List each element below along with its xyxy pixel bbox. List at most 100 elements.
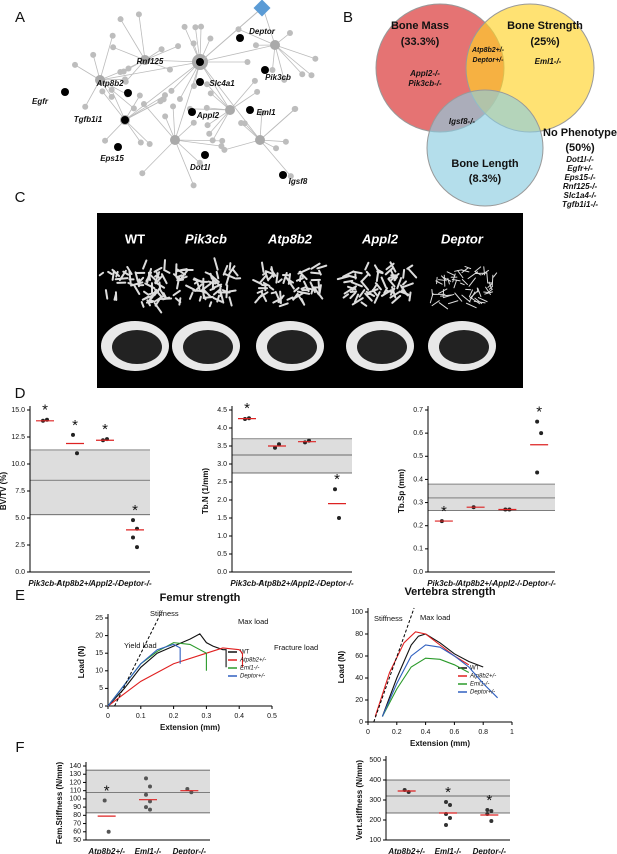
gene-label: Igsf8 <box>289 177 308 186</box>
trabecula <box>188 291 194 300</box>
node <box>158 46 165 53</box>
trabecula <box>442 276 452 282</box>
node <box>258 110 265 117</box>
trabecula <box>464 265 472 270</box>
node <box>198 23 205 30</box>
trabecula <box>208 301 213 308</box>
label: Bone Length <box>451 158 518 170</box>
point <box>131 518 135 523</box>
node <box>122 76 129 83</box>
trabecula <box>483 291 490 294</box>
trabecula <box>364 261 370 271</box>
reference-band <box>86 770 210 813</box>
node <box>170 103 177 110</box>
x-tick-label: Deptor-/- <box>320 579 354 588</box>
significance: * <box>244 400 250 417</box>
node <box>117 16 124 23</box>
y-tick-label: 130 <box>69 771 81 778</box>
gene-node <box>121 116 129 124</box>
point <box>337 516 341 520</box>
marrow <box>112 330 162 364</box>
annotation: Fracture load <box>274 643 318 652</box>
node <box>125 65 132 72</box>
trabecula <box>476 287 479 293</box>
y-tick-label: 5.0 <box>15 515 25 522</box>
gene-label: Slc4a1 <box>209 79 235 88</box>
point <box>144 792 148 797</box>
trabecula <box>343 286 356 295</box>
point <box>485 808 490 812</box>
edge <box>174 139 201 164</box>
trabecula <box>262 281 271 287</box>
trabecula <box>376 270 384 275</box>
gene-node <box>124 89 132 97</box>
node <box>286 30 293 37</box>
trabecula <box>387 277 396 288</box>
trabecula <box>162 296 171 301</box>
point <box>131 535 135 540</box>
hub <box>270 40 280 50</box>
stiffness-guide <box>373 607 415 723</box>
y-tick-label: 0.6 <box>413 430 423 437</box>
trabecula <box>260 291 268 303</box>
label: Bone Strength <box>507 20 583 32</box>
trabecula <box>111 268 121 278</box>
trabecula <box>178 275 188 281</box>
trabecula <box>252 279 263 285</box>
trabecula <box>228 262 232 271</box>
y-tick-label: 0.0 <box>413 569 423 576</box>
trabecula <box>400 289 410 297</box>
trabecula <box>300 298 306 306</box>
y-tick-label: 7.5 <box>15 488 25 495</box>
edge <box>99 61 201 81</box>
point <box>448 816 452 820</box>
y-tick-label: 100 <box>369 837 381 844</box>
trabecula <box>310 271 322 275</box>
significance: * <box>445 784 451 801</box>
trabecula <box>349 290 358 294</box>
x-tick-label: Deptor-/- <box>473 847 507 854</box>
trabecula <box>440 294 453 297</box>
x-tick-label: 0.4 <box>421 729 431 736</box>
edge <box>229 80 256 111</box>
node <box>204 81 211 88</box>
y-axis-label: Tb.Sp (mm) <box>397 469 406 513</box>
y-tick-label: 120 <box>69 779 81 786</box>
y-tick-label: 0.4 <box>413 476 423 483</box>
edge <box>199 7 263 63</box>
trabecula <box>194 283 203 292</box>
trabecula <box>136 276 145 285</box>
label: Igsf8-/- <box>449 117 476 126</box>
point <box>185 787 190 792</box>
trabecula <box>154 288 163 298</box>
network: Atp8b2 Deptor Rnf125 Slc4a1 Pik3cb Egfr Tgfb1i… <box>32 0 319 189</box>
gene-node <box>279 171 287 179</box>
edge <box>174 61 201 141</box>
y-tick-label: 2.0 <box>217 497 227 504</box>
y-axis-label: Vert.stiffness (N/mm) <box>355 760 364 840</box>
edge <box>143 103 176 141</box>
node <box>269 66 276 73</box>
trabecula <box>488 285 493 290</box>
y-tick-label: 20 <box>95 632 103 639</box>
edge <box>120 18 146 61</box>
trabecula <box>185 284 196 291</box>
x-tick-label: 1 <box>510 729 514 736</box>
trabecula <box>443 274 446 287</box>
scan-label: Pik3cb <box>185 231 227 246</box>
trabecula <box>225 273 231 286</box>
edge <box>206 83 231 111</box>
gene-node <box>114 143 122 151</box>
node <box>137 139 144 146</box>
node <box>176 95 183 102</box>
node <box>90 51 97 58</box>
gene-node <box>196 58 204 66</box>
gene-node <box>196 78 204 86</box>
trabecula <box>481 269 490 276</box>
trabecula <box>461 278 468 286</box>
scan-label: WT <box>125 231 145 246</box>
trabecula <box>447 300 459 305</box>
y-tick-label: 140 <box>69 763 81 770</box>
trabecula <box>122 270 130 276</box>
